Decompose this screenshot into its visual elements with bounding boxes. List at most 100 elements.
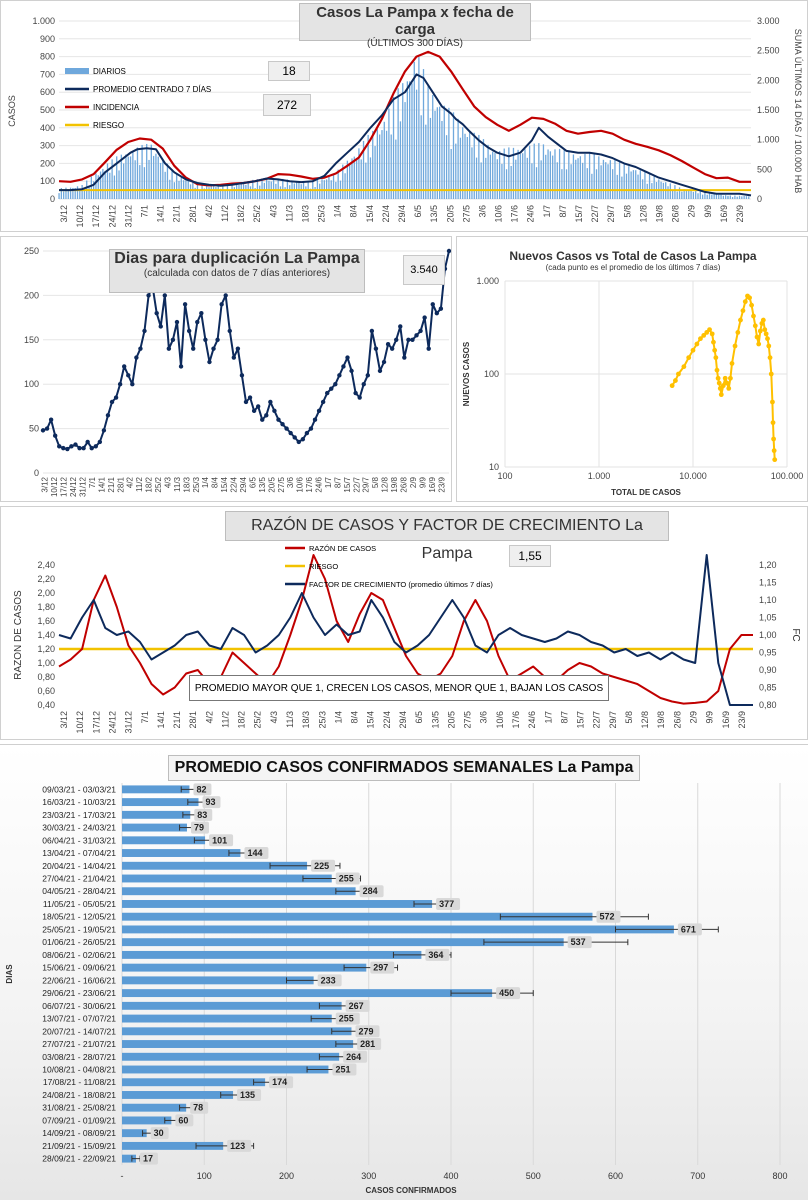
y-axis-label: NUEVOS CASOS	[462, 341, 471, 406]
daily-bar	[109, 172, 111, 199]
scatter-point	[717, 386, 723, 391]
daily-bar	[448, 107, 450, 199]
scatter-point	[720, 383, 726, 389]
category-label: 15/06/21 - 09/06/21	[42, 963, 116, 973]
daily-bar	[439, 106, 441, 199]
daily-bar	[358, 148, 360, 199]
x-tick-label: 3/6	[479, 711, 489, 724]
daily-bar	[231, 183, 233, 199]
data-label: 284	[363, 886, 378, 896]
chart-subtitle: (cada punto es el promedio de los último…	[545, 263, 721, 272]
y-tick-label: 1,20	[37, 644, 55, 654]
doubling-point	[65, 446, 70, 452]
x-tick-label: 11/3	[285, 711, 295, 728]
legend-label: DIARIOS	[93, 67, 126, 76]
doubling-point	[361, 382, 366, 387]
data-label: 377	[439, 899, 454, 909]
x-tick-label: 3/12	[59, 205, 69, 223]
daily-bar	[65, 187, 67, 199]
doubling-point	[357, 395, 362, 400]
x-tick-label: 8/7	[558, 205, 568, 218]
daily-bar	[254, 188, 256, 199]
daily-bar	[106, 163, 109, 199]
scatter-point	[715, 375, 721, 381]
x-tick-label: 28/1	[188, 711, 198, 729]
daily-bar	[162, 159, 164, 199]
y-axis-label: RAZON DE CASOS	[13, 590, 24, 680]
x-tick-label: 4/2	[204, 711, 214, 724]
data-label-bg	[355, 1025, 380, 1038]
x-tick-label: 20/5	[446, 711, 456, 729]
daily-bar	[482, 139, 485, 199]
daily-bar	[681, 191, 683, 199]
x-tick-label: 16/9	[721, 711, 731, 729]
x-tick-label: 19/8	[390, 476, 399, 492]
daily-bar	[422, 69, 425, 199]
daily-bar	[452, 112, 455, 199]
daily-bar	[342, 164, 344, 199]
weekly-bar	[122, 823, 187, 832]
x-tick-label: 1/7	[543, 711, 553, 724]
doubling-title-box: Dias para duplicación La Pampa (calculad…	[109, 249, 365, 293]
data-label-bg	[335, 872, 360, 885]
y-tick-label: 2,40	[37, 560, 55, 570]
daily-bar	[699, 191, 701, 199]
doubling-point	[308, 426, 314, 431]
category-label: 14/09/21 - 08/09/21	[42, 1128, 116, 1138]
data-label: 537	[571, 937, 586, 947]
weekly-bar	[122, 836, 206, 845]
y-tick-label: 300	[40, 141, 55, 151]
weekly-bar	[122, 912, 593, 921]
data-label: 297	[373, 963, 388, 973]
doubling-point	[227, 328, 232, 334]
x-tick-label: 300	[361, 1171, 376, 1181]
scatter-point	[694, 341, 700, 347]
data-label: 17	[143, 1154, 153, 1164]
daily-bar	[498, 151, 501, 199]
x-tick-label: 15/4	[366, 711, 376, 729]
daily-bar	[729, 195, 731, 199]
chart-title: Nuevos Casos vs Total de Casos La Pampa	[509, 249, 757, 263]
y2-tick-label: 2.000	[757, 75, 780, 85]
daily-bar	[76, 186, 79, 199]
daily-bar	[549, 151, 552, 199]
x-tick-label: 2/9	[689, 711, 699, 724]
daily-bar	[621, 176, 623, 199]
x-tick-label: 31/12	[124, 711, 134, 734]
x-tick-label: 19/8	[654, 205, 664, 223]
scatter-point	[713, 355, 719, 361]
y-axis-label: DIAS	[5, 964, 14, 984]
weekly-bar	[122, 1141, 224, 1150]
daily-bar	[132, 151, 134, 199]
x-tick-label: 18/3	[300, 205, 310, 223]
daily-bar	[261, 178, 263, 199]
daily-bar	[648, 173, 651, 199]
x-tick-label: 4/3	[268, 205, 278, 218]
data-label-bg	[202, 796, 221, 809]
daily-bar	[625, 173, 628, 199]
daily-bar	[189, 184, 192, 199]
category-label: 20/04/21 - 14/04/21	[42, 861, 116, 871]
x-tick-label: 27/5	[461, 205, 471, 223]
daily-bar	[459, 137, 462, 199]
category-label: 07/09/21 - 01/09/21	[42, 1115, 116, 1125]
y-tick-label: 0	[50, 194, 55, 204]
x-tick-label: 31/12	[123, 205, 133, 228]
daily-bar	[104, 170, 106, 199]
x-tick-label: 22/4	[382, 711, 392, 729]
weekly-bar	[122, 1052, 340, 1061]
x-tick-label: 25/2	[154, 476, 163, 492]
scatter-point	[676, 371, 681, 377]
x-tick-label: 14/1	[156, 205, 166, 223]
daily-bar	[473, 132, 475, 199]
daily-bar	[588, 152, 591, 199]
x-tick-label: 3/12	[41, 476, 50, 492]
data-label-bg	[209, 834, 234, 847]
scatter-point	[740, 308, 746, 314]
daily-bar	[332, 173, 335, 199]
daily-bar	[565, 169, 568, 199]
doubling-point	[398, 324, 403, 329]
daily-bar	[635, 170, 637, 199]
y2-tick-label: 3.000	[757, 16, 780, 26]
y2-tick-label: 1.500	[757, 105, 780, 115]
